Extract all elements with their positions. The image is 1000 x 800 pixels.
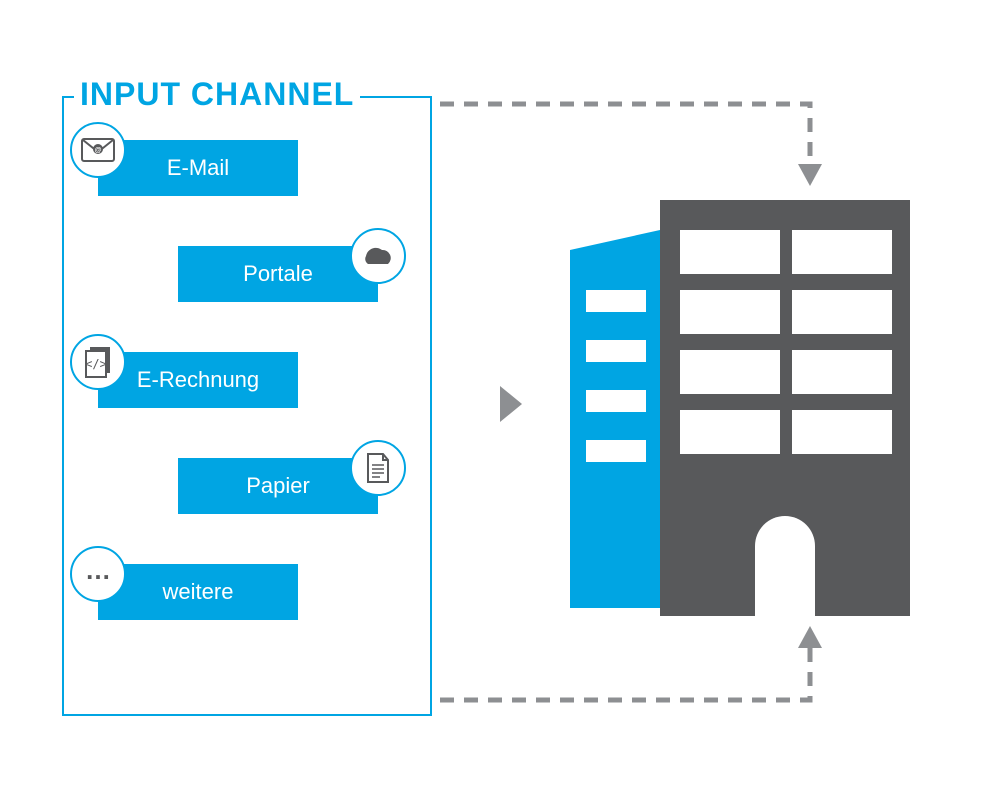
channel-portale: Portale xyxy=(178,246,378,302)
svg-text:</>: </> xyxy=(85,357,107,371)
panel-title: INPUT CHANNEL xyxy=(74,76,360,113)
channel-email-label: E-Mail xyxy=(167,155,229,181)
flow-arrow-icon xyxy=(500,386,522,422)
paper-icon xyxy=(350,440,406,496)
channel-papier-label: Papier xyxy=(246,473,310,499)
dots-icon: … xyxy=(70,546,126,602)
cloud-icon xyxy=(350,228,406,284)
channel-weitere-label: weitere xyxy=(163,579,234,605)
channel-erechnung: E-Rechnung xyxy=(98,352,298,408)
code-doc-icon: </> xyxy=(70,334,126,390)
email-icon: @ xyxy=(70,122,126,178)
svg-text:@: @ xyxy=(95,147,102,154)
channel-papier: Papier xyxy=(178,458,378,514)
channel-email: E-Mail xyxy=(98,140,298,196)
channel-erechnung-label: E-Rechnung xyxy=(137,367,259,393)
channel-portale-label: Portale xyxy=(243,261,313,287)
channel-weitere: weitere xyxy=(98,564,298,620)
building-icon xyxy=(560,190,920,630)
